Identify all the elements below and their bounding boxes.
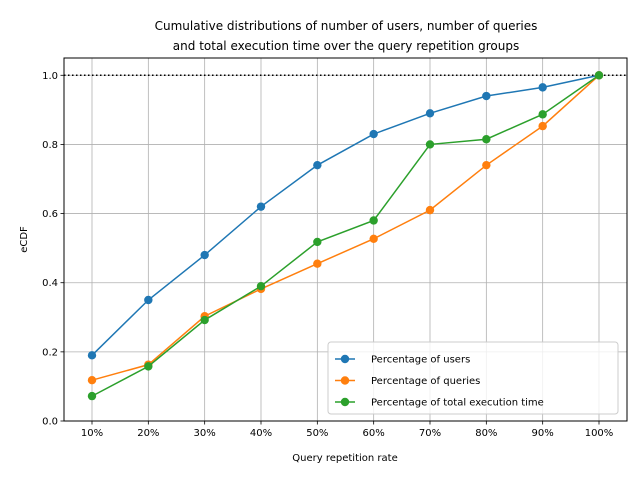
x-tick-label: 10%	[81, 428, 103, 439]
chart-title-line-2: and total execution time over the query …	[173, 39, 519, 53]
data-point	[144, 295, 153, 305]
y-tick-label: 0.0	[42, 417, 58, 428]
y-tick-label: 0.8	[42, 140, 58, 151]
series-1	[87, 71, 604, 360]
x-axis-title: Query repetition rate	[292, 453, 397, 464]
x-tick-label: 20%	[137, 428, 159, 439]
data-point	[200, 315, 209, 325]
x-tick-label: 30%	[194, 428, 216, 439]
data-point	[144, 362, 153, 371]
x-tick-label: 100%	[585, 428, 614, 439]
y-tick-label: 0.6	[42, 209, 58, 220]
series-3	[87, 71, 604, 401]
data-point	[538, 83, 547, 92]
x-tick-label: 80%	[475, 428, 497, 439]
legend-label-2: Percentage of queries	[371, 376, 480, 387]
data-point	[482, 91, 491, 101]
data-point	[87, 391, 97, 401]
data-point	[87, 376, 97, 385]
data-point	[87, 351, 97, 360]
data-point	[256, 202, 266, 211]
data-point	[425, 109, 435, 118]
data-point	[538, 110, 547, 119]
data-point	[538, 121, 547, 131]
data-point	[594, 71, 604, 80]
legend-label-3: Percentage of total execution time	[371, 398, 544, 409]
series-group	[87, 71, 604, 401]
x-tick-label: 40%	[250, 428, 272, 439]
data-point	[369, 216, 378, 225]
series-line	[91, 74, 600, 397]
y-tick-label: 0.4	[42, 278, 58, 289]
series-2	[87, 71, 604, 385]
series-line	[91, 74, 600, 356]
legend-marker-3	[340, 397, 350, 407]
data-point	[425, 140, 435, 149]
x-tick-label: 90%	[532, 428, 554, 439]
data-point	[313, 259, 322, 268]
data-point	[369, 234, 378, 244]
series-line	[91, 74, 600, 381]
y-tick-label: 1.0	[42, 71, 58, 82]
data-point	[369, 129, 378, 139]
y-axis-ticks: 0.0 0.2 0.4 0.6 0.8 1.0	[42, 71, 64, 428]
y-axis-title: eCDF	[19, 226, 30, 253]
legend-marker-1	[340, 354, 350, 364]
data-point	[200, 250, 209, 260]
plot-area-frame	[63, 57, 628, 422]
legend-label-1: Percentage of users	[371, 355, 470, 366]
y-tick-label: 0.2	[42, 347, 58, 358]
legend-marker-2	[340, 376, 350, 385]
data-point	[425, 205, 435, 215]
x-axis-ticks: 10% 20% 30% 40% 50% 60% 70% 80% 90% 100%	[81, 421, 613, 439]
legend: Percentage of users Percentage of queries…	[327, 341, 619, 415]
x-tick-label: 60%	[363, 428, 385, 439]
legend-box	[327, 341, 619, 415]
data-point	[313, 160, 322, 170]
x-tick-label: 50%	[306, 428, 328, 439]
data-point	[482, 160, 491, 170]
x-tick-label: 70%	[419, 428, 441, 439]
chart-title-line-1: Cumulative distributions of number of us…	[155, 19, 538, 33]
data-point	[256, 281, 266, 291]
data-point	[482, 135, 491, 144]
data-point	[313, 237, 322, 247]
